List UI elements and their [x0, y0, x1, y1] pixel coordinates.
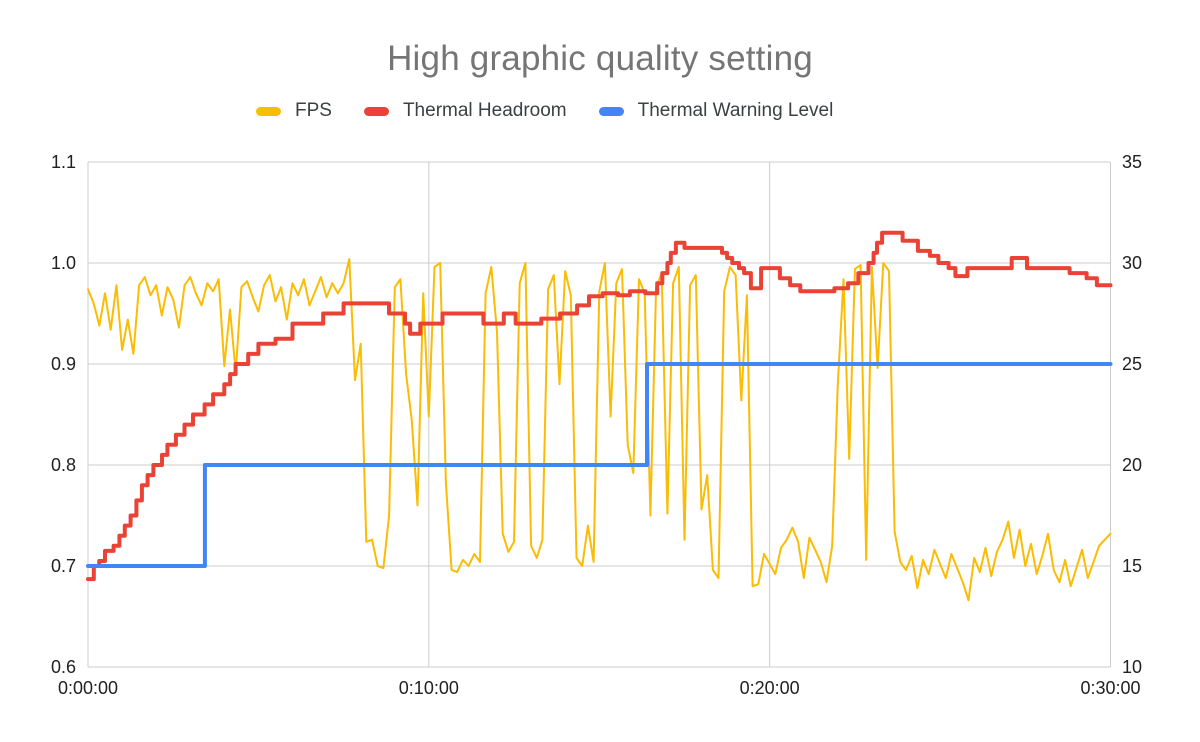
legend-label-thermal-headroom: Thermal Headroom — [402, 100, 567, 121]
right-axis-tick-35: 35 — [1122, 152, 1143, 172]
left-axis-tick-1.0: 1.0 — [50, 253, 76, 273]
legend-item-thermal-warning-level: Thermal Warning Level — [598, 100, 834, 122]
left-axis-tick-0.6: 0.6 — [50, 657, 76, 677]
left-axis-tick-0.7: 0.7 — [50, 556, 76, 576]
right-axis-tick-20: 20 — [1122, 455, 1143, 475]
legend-label-thermal-warning-level: Thermal Warning Level — [637, 100, 834, 121]
right-axis-tick-10: 10 — [1122, 657, 1143, 677]
thermal-warning-level-line — [86, 362, 1113, 568]
thermal-warning-level-legend-swatch-icon — [598, 106, 624, 116]
x-axis-tick-0:10:00: 0:10:00 — [398, 678, 459, 698]
thermal-headroom-legend-swatch-icon — [363, 106, 389, 116]
left-axis-tick-0.8: 0.8 — [50, 455, 76, 475]
right-axis-tick-25: 25 — [1122, 354, 1143, 374]
thermal-headroom-line — [86, 230, 1113, 582]
chart-legend: FPS Thermal Headroom Thermal Warning Lev… — [256, 100, 833, 122]
legend-label-fps: FPS — [295, 100, 332, 121]
chart-title: High graphic quality setting — [387, 39, 813, 78]
legend-item-thermal-headroom: Thermal Headroom — [363, 100, 567, 122]
right-axis-tick-15: 15 — [1122, 556, 1143, 576]
left-axis-tick-1.1: 1.1 — [50, 152, 76, 172]
x-axis-tick-0:20:00: 0:20:00 — [739, 678, 800, 698]
fps-legend-swatch-icon — [256, 106, 281, 116]
fps-line — [87, 258, 1112, 602]
left-axis-tick-0.9: 0.9 — [50, 354, 76, 374]
legend-item-fps: FPS — [256, 100, 332, 122]
x-axis-tick-0:00:00: 0:00:00 — [57, 678, 119, 698]
right-axis-tick-30: 30 — [1122, 253, 1143, 273]
x-axis-tick-0:30:00: 0:30:00 — [1080, 678, 1141, 698]
